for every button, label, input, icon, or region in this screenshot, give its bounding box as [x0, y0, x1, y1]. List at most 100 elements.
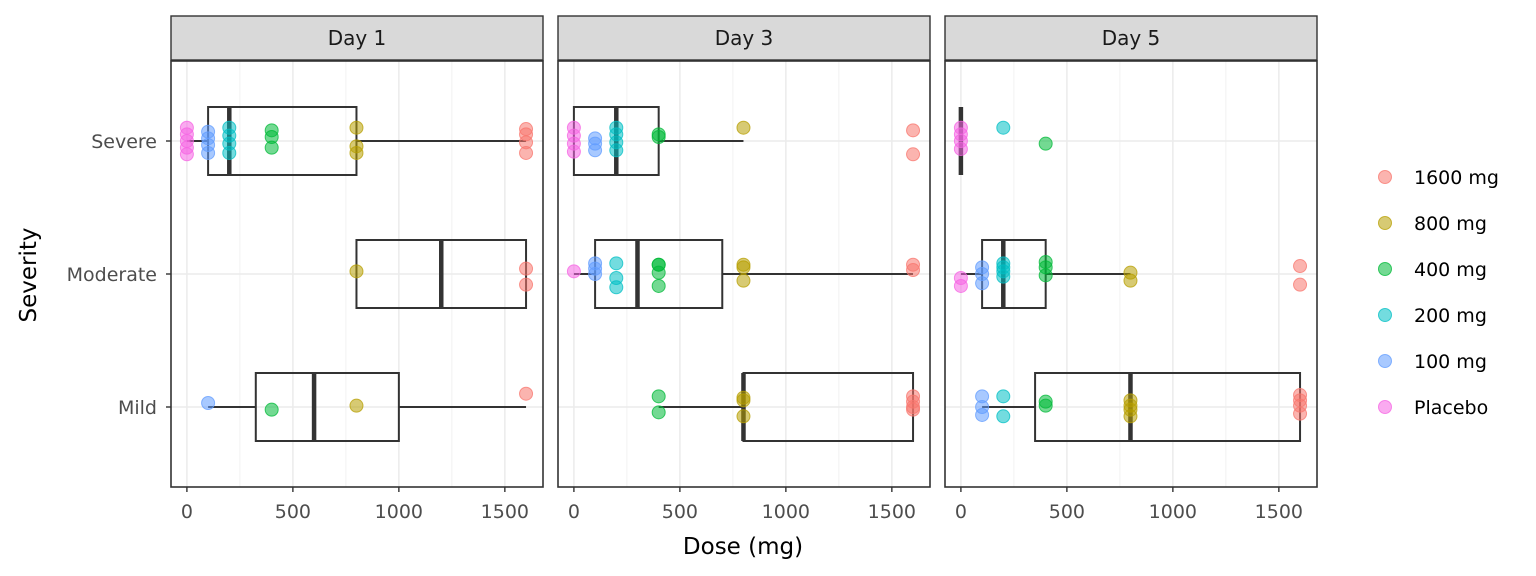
data-point: [975, 276, 990, 291]
data-point: [349, 120, 364, 135]
data-point: [1038, 136, 1053, 151]
y-tick-label: Moderate: [67, 264, 157, 286]
x-tick-label: 1000: [1149, 501, 1197, 523]
legend-label: Placebo: [1414, 397, 1488, 419]
data-point: [349, 398, 364, 413]
facet-strip: [170, 15, 544, 61]
data-point: [736, 393, 751, 408]
legend-item: 400 mg: [1378, 259, 1487, 281]
panel-border: [557, 60, 931, 488]
x-tick-label: 500: [275, 501, 311, 523]
data-point: [519, 386, 534, 401]
facet-panel-2: Day 3 0 500 1000 1500: [557, 15, 931, 523]
legend: 1600 mg 800 mg 400 mg 200 mg 100 mg Placebo: [1378, 167, 1499, 419]
legend-label: 800 mg: [1414, 213, 1487, 235]
data-point: [736, 120, 751, 135]
data-point: [566, 264, 581, 279]
data-point: [906, 402, 921, 417]
data-point: [566, 144, 581, 159]
data-point: [179, 147, 194, 162]
data-point: [651, 405, 666, 420]
legend-key: [1378, 170, 1392, 184]
data-point: [588, 143, 603, 158]
data-point: [736, 409, 751, 424]
data-point: [519, 145, 534, 160]
boxplot-mild: [208, 372, 527, 442]
y-axis-title: Severity: [16, 228, 42, 323]
data-point: [349, 145, 364, 160]
data-point: [1123, 409, 1138, 424]
facet-strip-label: Day 1: [328, 26, 387, 50]
data-point: [906, 263, 921, 278]
data-point: [1293, 277, 1308, 292]
legend-label: 400 mg: [1414, 259, 1487, 281]
x-tick-label: 1000: [762, 501, 810, 523]
facet-strip: [557, 15, 931, 61]
data-point: [953, 141, 968, 156]
legend-item: 800 mg: [1378, 213, 1487, 235]
facet-strip-label: Day 3: [715, 26, 774, 50]
data-point: [201, 396, 216, 411]
facet-panel-3: Day 5 0 500 1000 1500: [944, 15, 1318, 523]
data-point: [736, 273, 751, 288]
panels: Day 1 0 500 1000 1500 Day 3 0 500 1000 1500 Day 5 0…: [170, 15, 1318, 523]
data-point: [996, 409, 1011, 424]
data-point: [651, 265, 666, 280]
data-point: [651, 389, 666, 404]
data-point: [975, 407, 990, 422]
x-tick-label: 1000: [375, 501, 423, 523]
data-point: [651, 278, 666, 293]
data-point: [519, 261, 534, 276]
x-tick-label: 1500: [868, 501, 916, 523]
data-point: [222, 145, 237, 160]
data-point: [1293, 259, 1308, 274]
data-point: [349, 264, 364, 279]
legend-label: 100 mg: [1414, 351, 1487, 373]
box-iqr: [254, 372, 400, 442]
legend-key: [1378, 308, 1392, 322]
data-point: [906, 123, 921, 138]
data-point: [1123, 273, 1138, 288]
x-tick-label: 500: [1049, 501, 1085, 523]
data-point: [519, 277, 534, 292]
facet-strip-label: Day 5: [1102, 26, 1161, 50]
x-tick-label: 500: [662, 501, 698, 523]
data-point: [736, 260, 751, 275]
y-axis: Severe Moderate Mild: [67, 131, 171, 419]
legend-label: 200 mg: [1414, 305, 1487, 327]
x-tick-label: 1500: [481, 501, 529, 523]
data-point: [264, 402, 279, 417]
legend-label: 1600 mg: [1414, 167, 1499, 189]
legend-item: 100 mg: [1378, 351, 1487, 373]
data-point: [996, 269, 1011, 284]
legend-key: [1378, 400, 1392, 414]
y-tick-label: Mild: [118, 397, 157, 419]
x-tick-label: 0: [181, 501, 193, 523]
legend-key: [1378, 216, 1392, 230]
panel-border: [944, 60, 1318, 488]
data-point: [1293, 406, 1308, 421]
data-point: [264, 140, 279, 155]
data-point: [953, 278, 968, 293]
data-point: [651, 130, 666, 145]
legend-item: 1600 mg: [1378, 167, 1499, 189]
data-point: [609, 143, 624, 158]
data-point: [906, 147, 921, 162]
legend-item: Placebo: [1378, 397, 1488, 419]
y-tick-label: Severe: [91, 131, 157, 153]
data-point: [201, 145, 216, 160]
x-tick-label: 0: [568, 501, 580, 523]
legend-item: 200 mg: [1378, 305, 1487, 327]
x-tick-label: 0: [955, 501, 967, 523]
data-point: [1038, 268, 1053, 283]
legend-key: [1378, 354, 1392, 368]
facet-strip: [944, 15, 1318, 61]
x-tick-label: 1500: [1255, 501, 1303, 523]
facet-panel-1: Day 1 0 500 1000 1500: [170, 15, 544, 523]
data-point: [609, 280, 624, 295]
x-axis-title: Dose (mg): [683, 534, 803, 560]
data-point: [1038, 398, 1053, 413]
data-point: [588, 267, 603, 281]
data-point: [996, 120, 1011, 135]
